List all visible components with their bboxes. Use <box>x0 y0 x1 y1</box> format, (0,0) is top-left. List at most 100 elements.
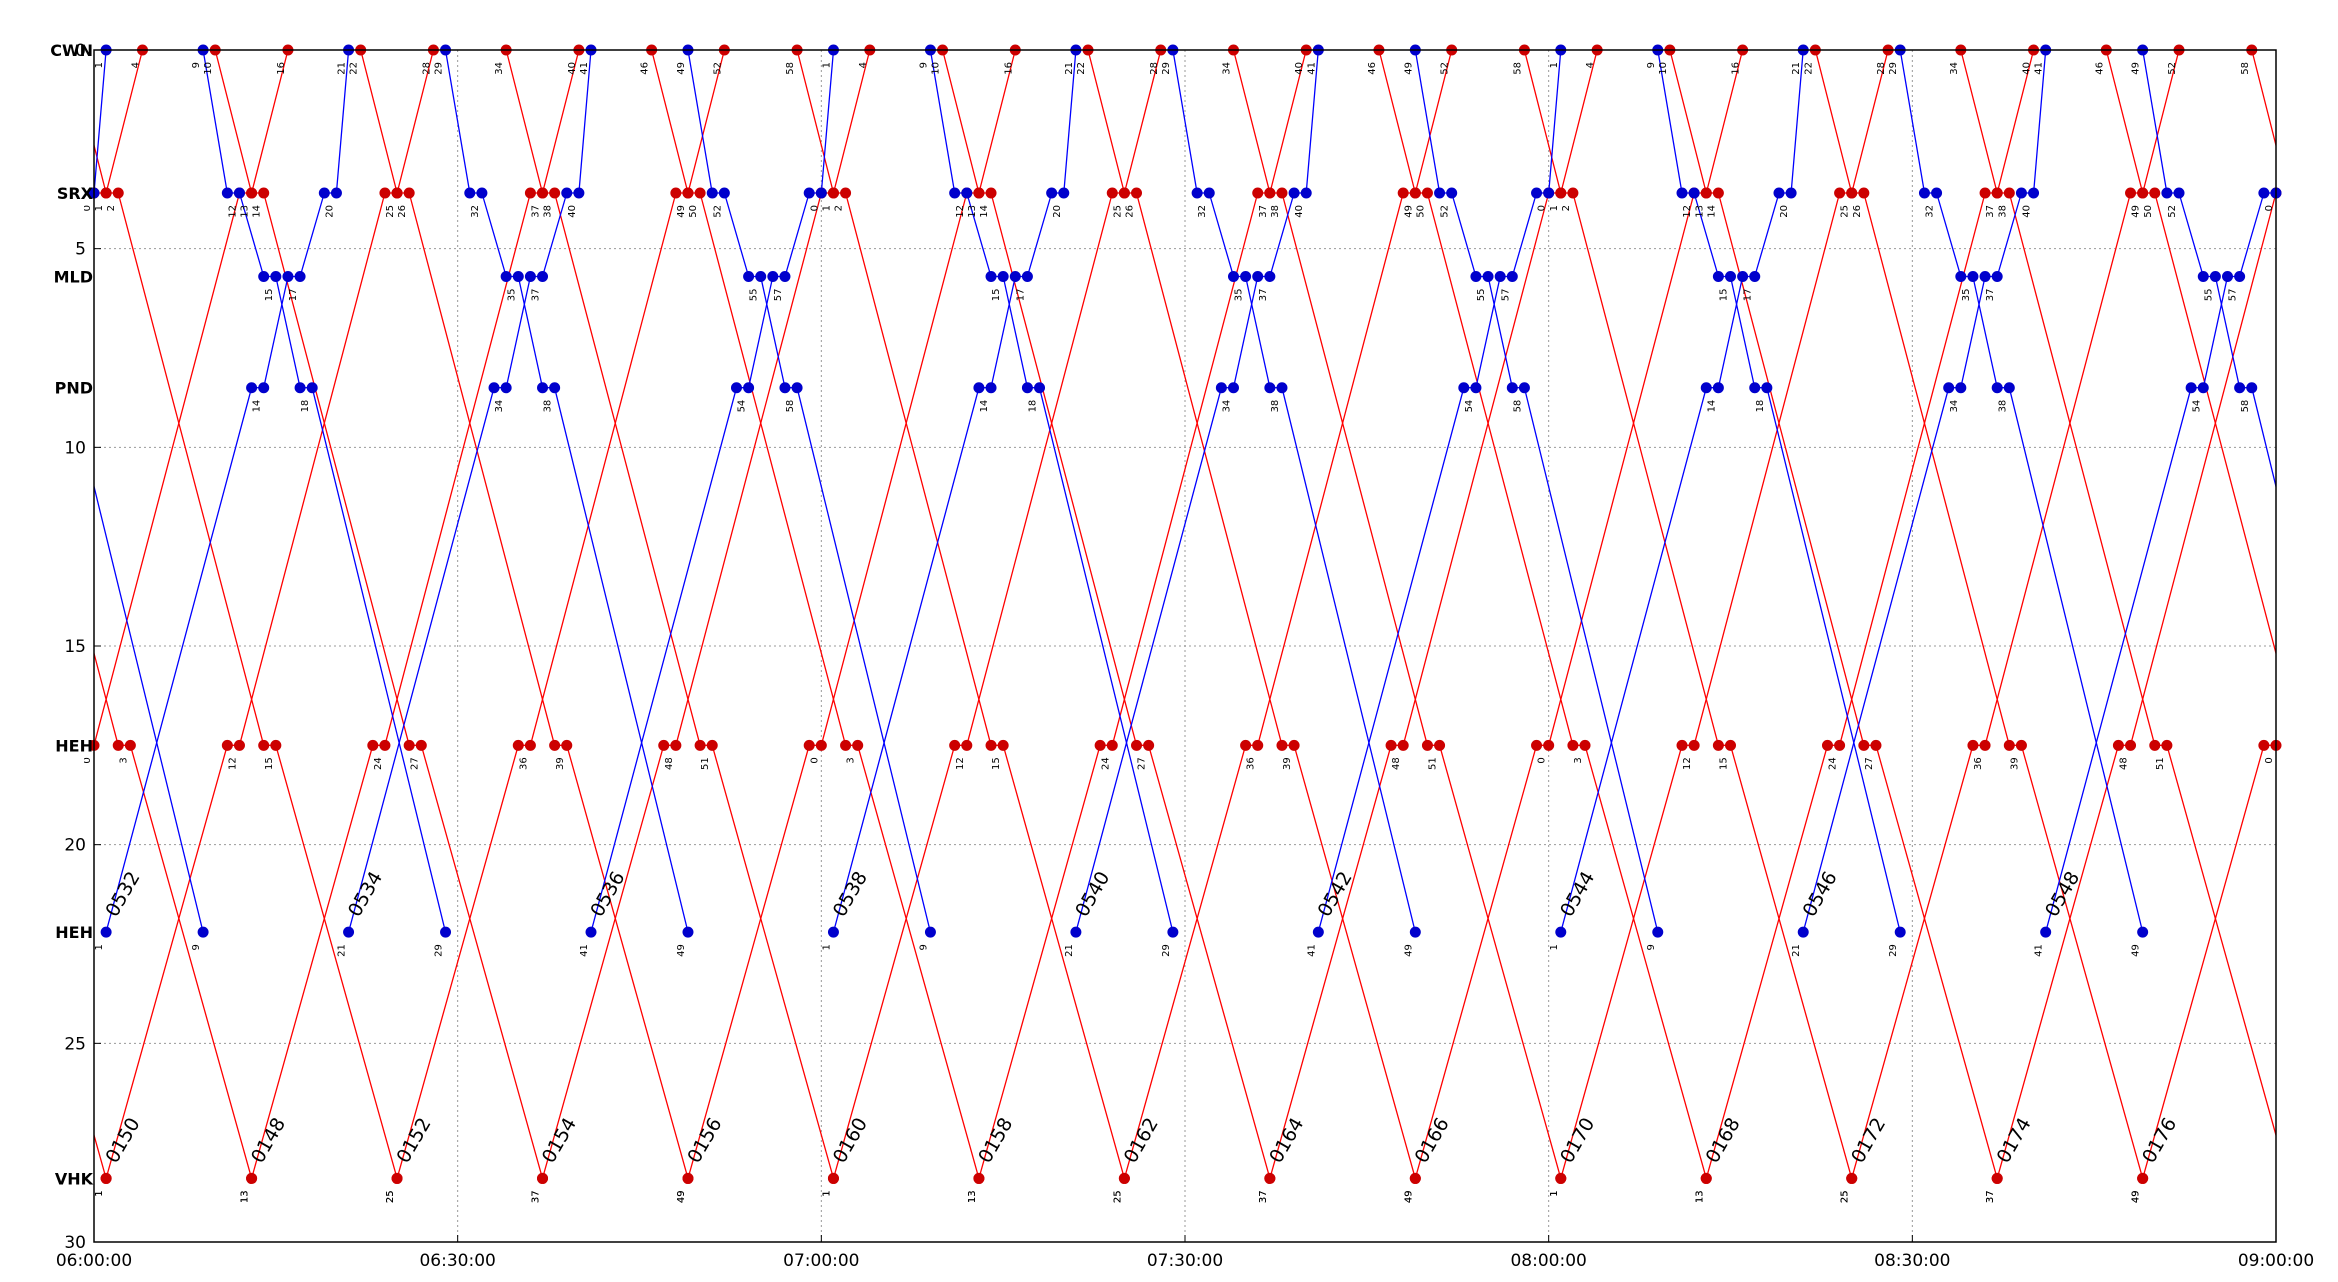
departure-minute-label: 14 <box>1706 400 1717 413</box>
stop-marker <box>1276 739 1288 751</box>
departure-minute-label: 49 <box>676 944 687 957</box>
stop-marker <box>343 926 355 938</box>
stop-marker <box>2197 382 2209 394</box>
train-line <box>978 50 1307 1179</box>
train-line <box>650 50 980 1179</box>
departure-minute-label: 35 <box>1961 289 1972 302</box>
stop-marker <box>1276 187 1288 199</box>
departure-minute-label: 49 <box>676 62 687 75</box>
departure-minute-label: 21 <box>337 944 348 957</box>
departure-minute-label: 49 <box>1403 1190 1414 1203</box>
stop-marker <box>221 187 233 199</box>
departure-minute-label: 55 <box>1476 289 1487 302</box>
stop-marker <box>537 1172 549 1184</box>
departure-minute-label: 34 <box>494 400 505 413</box>
stop-marker <box>1761 382 1773 394</box>
stop-marker <box>258 270 270 282</box>
train-id-label: 0532 <box>101 868 144 921</box>
stop-marker <box>1094 739 1106 751</box>
departure-minute-label: 55 <box>2203 289 2214 302</box>
stop-marker <box>1385 739 1397 751</box>
train-id-label: 0541 <box>1154 0 1197 39</box>
stop-marker <box>112 187 124 199</box>
departure-minute-label: 41 <box>2034 944 2045 957</box>
departure-minute-label: 57 <box>2228 289 2239 302</box>
departure-minute-label: 54 <box>1464 400 1475 413</box>
stop-marker <box>1131 739 1143 751</box>
stop-marker <box>1943 382 1955 394</box>
stop-marker <box>1409 926 1421 938</box>
stop-marker <box>1979 187 1991 199</box>
departure-minute-label: 2 <box>106 205 117 211</box>
train-line <box>94 50 144 196</box>
stop-marker <box>2161 739 2173 751</box>
train-line <box>202 50 447 933</box>
stop-marker <box>2234 382 2246 394</box>
departure-minute-label: 1 <box>94 1190 105 1196</box>
stop-marker <box>537 270 549 282</box>
stop-marker <box>743 270 755 282</box>
train-id-label: 0534 <box>344 868 387 921</box>
departure-minute-label: 1 <box>822 205 833 211</box>
stop-marker <box>1700 1172 1712 1184</box>
stop-marker <box>1021 382 1033 394</box>
stop-marker <box>1700 187 1712 199</box>
departure-minute-label: 21 <box>337 62 348 75</box>
stop-marker <box>561 739 573 751</box>
stop-marker <box>2137 187 2149 199</box>
departure-minute-label: 36 <box>1246 757 1257 770</box>
departure-minute-label: 1 <box>822 944 833 950</box>
departure-minute-label: 25 <box>385 205 396 218</box>
stop-marker <box>840 187 852 199</box>
train-line <box>94 142 398 1179</box>
train-line <box>1523 50 1853 1179</box>
departure-minute-label: 16 <box>276 62 287 75</box>
departure-minute-label: 13 <box>967 1190 978 1203</box>
departure-minute-label: 14 <box>979 205 990 218</box>
departure-minute-label: 0 <box>1537 757 1548 763</box>
stop-marker <box>2161 187 2173 199</box>
stop-marker <box>1264 382 1276 394</box>
departure-minute-label: 49 <box>2131 1190 2142 1203</box>
stop-marker <box>246 382 258 394</box>
train-id-label: 0161 <box>779 0 822 39</box>
departure-minute-label: 9 <box>191 62 202 68</box>
departure-minute-label: 40 <box>1294 62 1305 75</box>
stop-marker <box>246 1172 258 1184</box>
stop-marker <box>973 187 985 199</box>
departure-minute-label: 41 <box>2034 62 2045 75</box>
departure-minute-label: 13 <box>240 1190 251 1203</box>
stop-marker <box>1531 739 1543 751</box>
departure-minute-label: 27 <box>409 757 420 770</box>
train-id-label: 0157 <box>488 0 531 39</box>
stop-marker <box>1712 187 1724 199</box>
departure-minute-label: 1 <box>94 1190 105 1196</box>
stop-marker <box>2003 187 2015 199</box>
train-id-label: 0148 <box>247 1114 290 1167</box>
departure-minute-label: 22 <box>349 62 360 75</box>
departure-minute-label: 14 <box>252 400 263 413</box>
stop-marker <box>1046 187 1058 199</box>
stop-marker <box>1458 382 1470 394</box>
stop-marker <box>1252 270 1264 282</box>
y-tick-label: 5 <box>75 240 86 260</box>
train-line <box>505 50 835 1179</box>
stop-marker <box>1288 739 1300 751</box>
stop-marker <box>1482 270 1494 282</box>
train-id-label: 0166 <box>1411 1114 1454 1167</box>
stop-marker <box>124 739 136 751</box>
stop-marker <box>1240 270 1252 282</box>
departure-minute-label: 16 <box>1003 62 1014 75</box>
train-id-label: 0533 <box>185 0 228 39</box>
train-line <box>1378 50 1707 1179</box>
stop-marker <box>1918 187 1930 199</box>
stop-marker <box>476 187 488 199</box>
train-id-label: 0181 <box>2233 0 2276 39</box>
stop-marker <box>791 382 803 394</box>
stop-marker <box>985 270 997 282</box>
train-id-label: 0179 <box>2088 0 2131 39</box>
stop-marker <box>561 187 573 199</box>
departure-minute-label: 40 <box>2022 62 2033 75</box>
departure-minute-label: 37 <box>531 205 542 218</box>
stop-marker <box>1834 739 1846 751</box>
